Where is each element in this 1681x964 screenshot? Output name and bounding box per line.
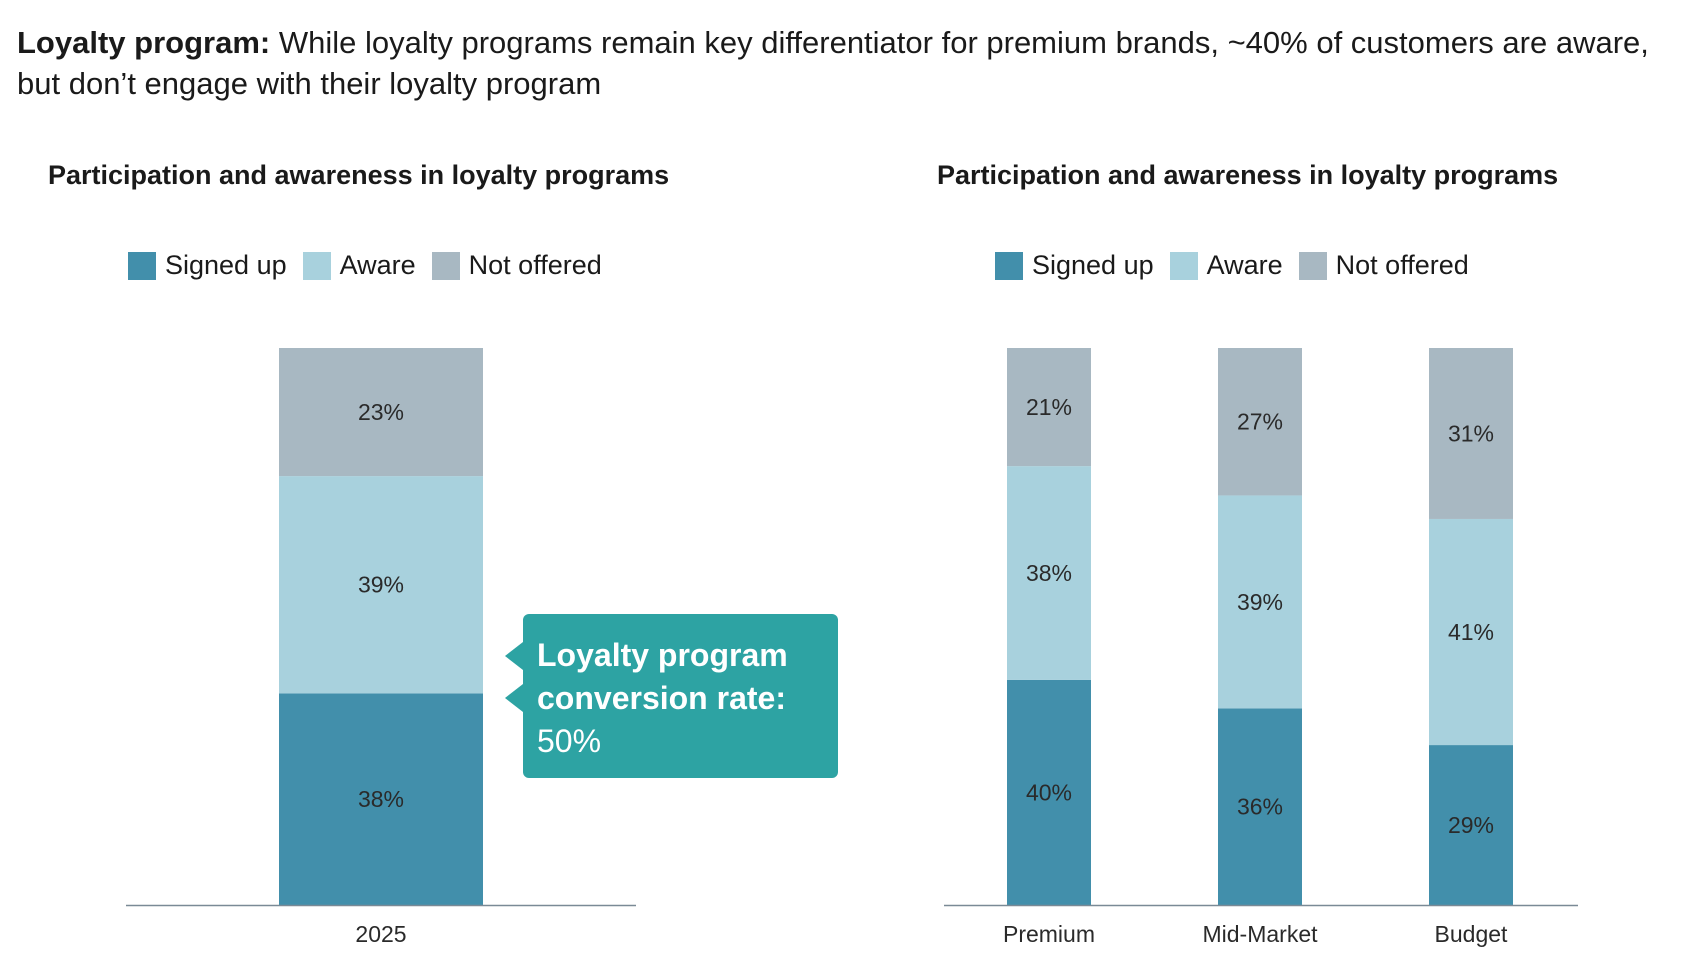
data-label-aware-premium: 38%: [1026, 560, 1072, 586]
data-label-signed-up-mid-market: 36%: [1237, 794, 1283, 820]
legend-item-aware: Aware: [302, 250, 416, 281]
bar-signed-up-mid-market: [1218, 708, 1302, 905]
bar-aware-2025: [279, 476, 483, 694]
bar-not-offered-budget: [1429, 348, 1513, 519]
data-label-signed-up-budget: 29%: [1448, 812, 1494, 838]
headline-text: While loyalty programs remain key differ…: [17, 25, 1649, 101]
legend-item-not-offered: Not offered: [1298, 250, 1469, 281]
legend-swatch-not-offered: [431, 251, 460, 280]
legend-swatch-aware: [1169, 251, 1198, 280]
data-label-not-offered-budget: 31%: [1448, 420, 1494, 446]
bar-aware-premium: [1007, 466, 1091, 680]
legend-item-aware: Aware: [1169, 250, 1283, 281]
legend-label-not-offered: Not offered: [468, 250, 602, 280]
data-label-not-offered-premium: 21%: [1026, 394, 1072, 420]
x-tick-label-2025: 2025: [355, 921, 406, 947]
callout-pointer-lower: [505, 684, 523, 712]
bar-not-offered-2025: [279, 348, 483, 477]
legend-label-not-offered: Not offered: [1335, 250, 1469, 280]
data-label-not-offered-2025: 23%: [358, 399, 404, 425]
legend-item-not-offered: Not offered: [431, 250, 602, 281]
legend-item-signed-up: Signed up: [128, 250, 287, 281]
data-label-aware-budget: 41%: [1448, 619, 1494, 645]
bar-aware-mid-market: [1218, 495, 1302, 709]
legend-item-signed-up: Signed up: [995, 250, 1154, 281]
legend-overall: Signed up Aware Not offered: [128, 250, 618, 281]
legend-swatch-signed-up: [995, 251, 1023, 280]
chart-title-overall: Participation and awareness in loyalty p…: [48, 160, 670, 190]
page-headline: Loyalty program: While loyalty programs …: [17, 22, 1667, 104]
legend-label-aware: Aware: [339, 250, 416, 280]
data-label-not-offered-mid-market: 27%: [1237, 409, 1283, 435]
x-tick-label-premium: Premium: [1003, 921, 1095, 947]
legend-label-signed-up: Signed up: [1032, 250, 1154, 280]
legend-swatch-not-offered: [1298, 251, 1327, 280]
x-tick-label-budget: Budget: [1435, 921, 1509, 947]
data-label-aware-mid-market: 39%: [1237, 589, 1283, 615]
data-label-signed-up-2025: 38%: [358, 786, 404, 812]
bar-signed-up-budget: [1429, 745, 1513, 905]
bar-not-offered-premium: [1007, 348, 1091, 467]
legend-swatch-aware: [302, 251, 331, 280]
data-label-aware-2025: 39%: [358, 572, 404, 598]
callout-line-2: conversion rate:: [537, 680, 786, 716]
legend-label-aware: Aware: [1206, 250, 1283, 280]
chart-title-by-segment: Participation and awareness in loyalty p…: [937, 160, 1559, 190]
callout-pointer-upper: [505, 642, 523, 670]
x-tick-label-mid-market: Mid-Market: [1202, 921, 1318, 947]
bar-signed-up-premium: [1007, 679, 1091, 905]
headline-bold: Loyalty program:: [17, 25, 271, 60]
callout-value: 50%: [537, 723, 602, 759]
bar-aware-budget: [1429, 518, 1513, 746]
conversion-rate-callout: Loyalty program conversion rate: 50%: [505, 614, 838, 778]
callout-line-1: Loyalty program: [537, 637, 788, 673]
bar-signed-up-2025: [279, 693, 483, 905]
data-label-signed-up-premium: 40%: [1026, 779, 1072, 805]
legend-swatch-signed-up: [128, 251, 156, 280]
legend-by-segment: Signed up Aware Not offered: [995, 250, 1485, 281]
bar-not-offered-mid-market: [1218, 348, 1302, 496]
legend-label-signed-up: Signed up: [165, 250, 287, 280]
